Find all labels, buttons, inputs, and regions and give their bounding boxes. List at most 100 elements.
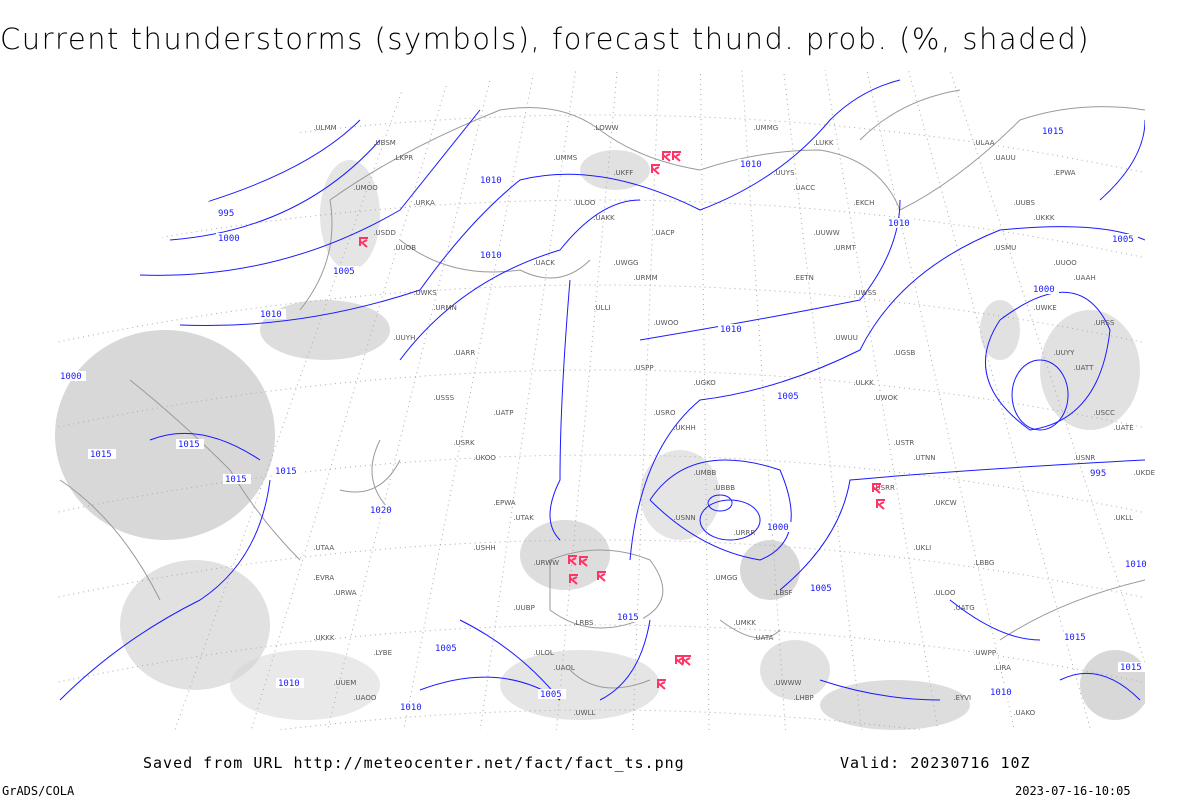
meridian (629, 70, 661, 730)
station-labels: .ULMM .ULAA .UUYS .ULOO .USDD .USMU .EETN .ULLI… (313, 124, 1155, 717)
station-label: .UKDE (1133, 469, 1155, 477)
valid-time: Valid: 20230716 10Z (840, 754, 1031, 772)
parallel (55, 199, 1145, 271)
isobar-label: 1015 (178, 440, 200, 450)
station-label: .ULLI (593, 304, 610, 312)
station-label: .UMOO (353, 184, 378, 192)
thunderstorm-icon (651, 164, 660, 175)
probability-area (230, 650, 380, 720)
station-label: .UAUU (993, 154, 1015, 162)
isobar-label-bg (58, 371, 86, 381)
isobar (169, 139, 381, 241)
station-label: .UWOO (653, 319, 679, 327)
meridian (699, 70, 711, 730)
station-label: .UMGG (713, 574, 737, 582)
isobar-label: 1015 (1120, 663, 1142, 673)
isobar-label: 1010 (260, 310, 282, 320)
isobar-label-bg (258, 309, 286, 319)
isobar-label-bg (1123, 559, 1151, 569)
isobar-label: 1015 (275, 467, 297, 477)
station-label: .UUBP (513, 604, 535, 612)
station-label: .UACC (793, 184, 815, 192)
probability-area (820, 680, 970, 730)
coastline (129, 379, 301, 561)
station-label: .LBSF (773, 589, 792, 597)
station-label: .LYBE (373, 649, 392, 657)
station-label: .UBBB (713, 484, 735, 492)
station-label: .LOWW (593, 124, 618, 132)
isobar-label: 1015 (90, 450, 112, 460)
station-label: .ULKK (853, 379, 874, 387)
station-label: .URMT (833, 244, 856, 252)
station-label: .UUBS (1013, 199, 1035, 207)
isobar (699, 499, 761, 541)
isobar (1011, 359, 1069, 431)
coastline (569, 669, 651, 689)
station-label: .UMMG (753, 124, 778, 132)
probability-area (1080, 650, 1145, 720)
isobar (149, 432, 261, 461)
station-label: .UKFF (613, 169, 633, 177)
isobar-label-bg (1031, 284, 1059, 294)
isobar-label: 1010 (1125, 560, 1147, 570)
isobar-label: 1010 (990, 688, 1012, 698)
station-label: .URKA (413, 199, 435, 207)
probability-area (580, 150, 650, 190)
coastline (549, 549, 664, 629)
isobar-label: 1010 (720, 325, 742, 335)
probability-area (120, 560, 270, 690)
meridian (819, 70, 951, 730)
station-label: .UAKO (1013, 709, 1035, 717)
probability-area (640, 450, 720, 540)
isobar-label-bg (176, 439, 204, 449)
meridian (309, 70, 501, 730)
station-label: .ULMM (313, 124, 336, 132)
coastline (999, 579, 1145, 641)
station-label: .UAOL (553, 664, 575, 672)
isobar-label: 1010 (480, 251, 502, 261)
station-label: .USPP (633, 364, 653, 372)
thunderstorm-icon (672, 151, 681, 162)
isobar (985, 291, 1111, 431)
isobar-label: 1010 (480, 176, 502, 186)
station-label: .UTAK (513, 514, 534, 522)
station-label: .UARR (453, 349, 475, 357)
station-label: .URWA (333, 589, 356, 597)
isobar-label-bg (398, 702, 426, 712)
station-label: .UGSB (893, 349, 915, 357)
probability-area (980, 300, 1020, 360)
isobar-label-bg (765, 522, 793, 532)
isobar-label-bg (1062, 632, 1090, 642)
station-label: .UGKO (693, 379, 716, 387)
parallel (55, 624, 1145, 696)
coastline (859, 89, 961, 141)
isobar (779, 459, 1145, 591)
isobar-labels: 995 1000 1005 1010 1010 1010 1010 1010 1010 1015 1… (58, 126, 1151, 713)
isobar-label-bg (718, 324, 746, 334)
station-label: .LRBS (573, 619, 594, 627)
station-label: .UBSM (373, 139, 396, 147)
isobar-label: 1015 (617, 613, 639, 623)
isobar (1059, 672, 1141, 701)
station-label: .USDD (373, 229, 396, 237)
station-label: .URMM (633, 274, 657, 282)
isobar-label: 1010 (888, 219, 910, 229)
isobar-label-bg (223, 474, 251, 484)
station-label: .EPWA (493, 499, 515, 507)
isobar-label-bg (775, 391, 803, 401)
coastline (339, 459, 401, 493)
isobars (59, 79, 1145, 701)
probability-area (760, 640, 830, 700)
isobar-label: 1005 (810, 584, 832, 594)
thunderstorm-icon (682, 655, 691, 666)
station-label: .UKCW (933, 499, 956, 507)
station-label: .LBBG (973, 559, 994, 567)
isobar-label: 1010 (278, 679, 300, 689)
isobar (819, 679, 941, 701)
isobar-label: 1015 (1042, 127, 1064, 137)
isobar-label-bg (478, 250, 506, 260)
isobar (1099, 119, 1145, 201)
thunderstorm-icon (662, 151, 671, 162)
station-label: .UKLI (913, 544, 931, 552)
station-label: .UACK (533, 259, 555, 267)
